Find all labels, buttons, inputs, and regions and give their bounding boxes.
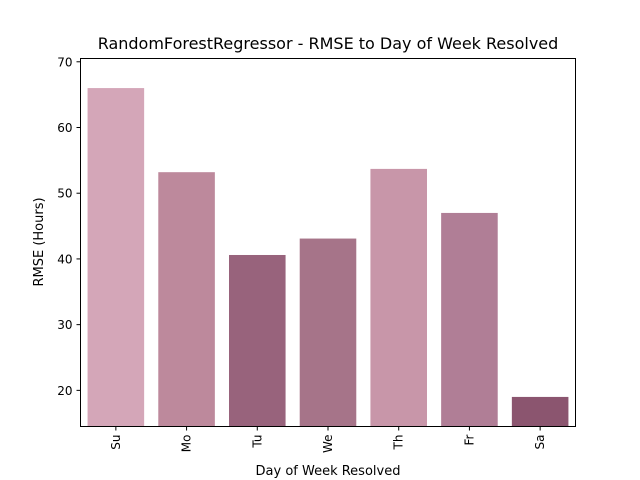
bar-th bbox=[370, 168, 427, 427]
bar-sa bbox=[511, 396, 569, 427]
bar-su bbox=[87, 88, 145, 427]
bars bbox=[87, 88, 569, 427]
bar-mo bbox=[158, 172, 215, 427]
y-axis-label: RMSE (Hours) bbox=[32, 197, 47, 286]
x-tick-label: Th bbox=[392, 435, 406, 451]
x-tick-label: Mo bbox=[180, 435, 194, 453]
x-tick-label: Tu bbox=[250, 435, 264, 449]
x-axis-ticks: Su Mo Tu We Th Fr Sa bbox=[109, 426, 547, 454]
bar-fr bbox=[441, 212, 498, 427]
x-tick-label: Su bbox=[109, 435, 123, 450]
y-tick-label: 40 bbox=[57, 252, 72, 266]
x-tick-label: Sa bbox=[533, 435, 547, 450]
y-tick-label: 70 bbox=[57, 55, 72, 69]
y-tick-label: 60 bbox=[57, 121, 72, 135]
x-tick-label: We bbox=[321, 435, 335, 454]
chart-title: RandomForestRegressor - RMSE to Day of W… bbox=[98, 34, 559, 53]
bar-tu bbox=[229, 254, 286, 427]
y-tick-label: 50 bbox=[57, 187, 72, 201]
x-tick-label: Fr bbox=[462, 434, 476, 445]
y-tick-label: 20 bbox=[57, 384, 72, 398]
x-axis-label: Day of Week Resolved bbox=[256, 464, 401, 479]
y-tick-label: 30 bbox=[57, 318, 72, 332]
plot-frame bbox=[80, 58, 576, 427]
y-axis-ticks: 20 30 40 50 60 70 bbox=[57, 55, 81, 398]
bar-we bbox=[299, 238, 357, 427]
